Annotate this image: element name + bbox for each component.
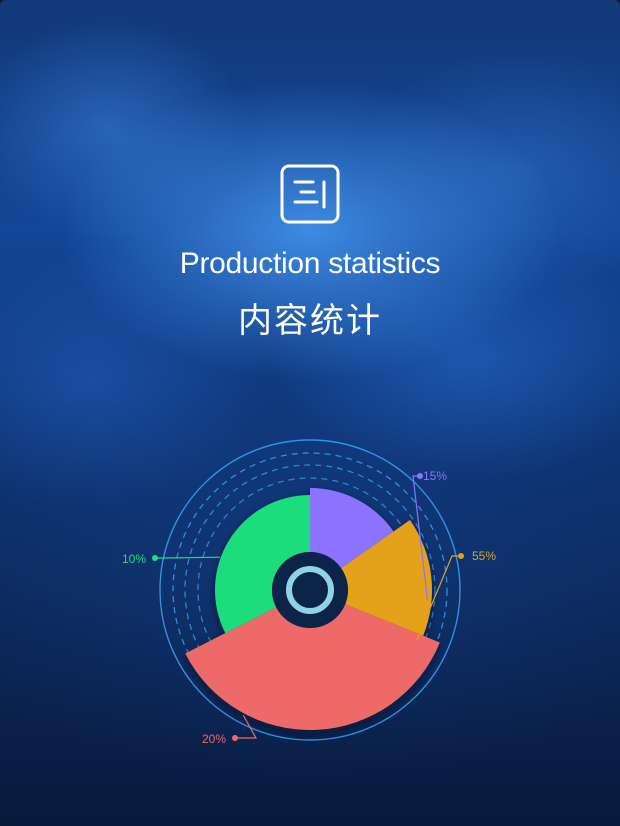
slice-label: 15% — [423, 469, 447, 483]
leader-line — [155, 557, 220, 558]
slice-label: 55% — [472, 549, 496, 563]
leader-dot — [232, 735, 238, 741]
slice-label: 20% — [202, 732, 226, 746]
leader-dot — [152, 555, 158, 561]
slice-label: 10% — [122, 552, 146, 566]
leader-dot — [458, 553, 464, 559]
leader-line — [235, 715, 256, 738]
center-ring — [289, 569, 331, 611]
